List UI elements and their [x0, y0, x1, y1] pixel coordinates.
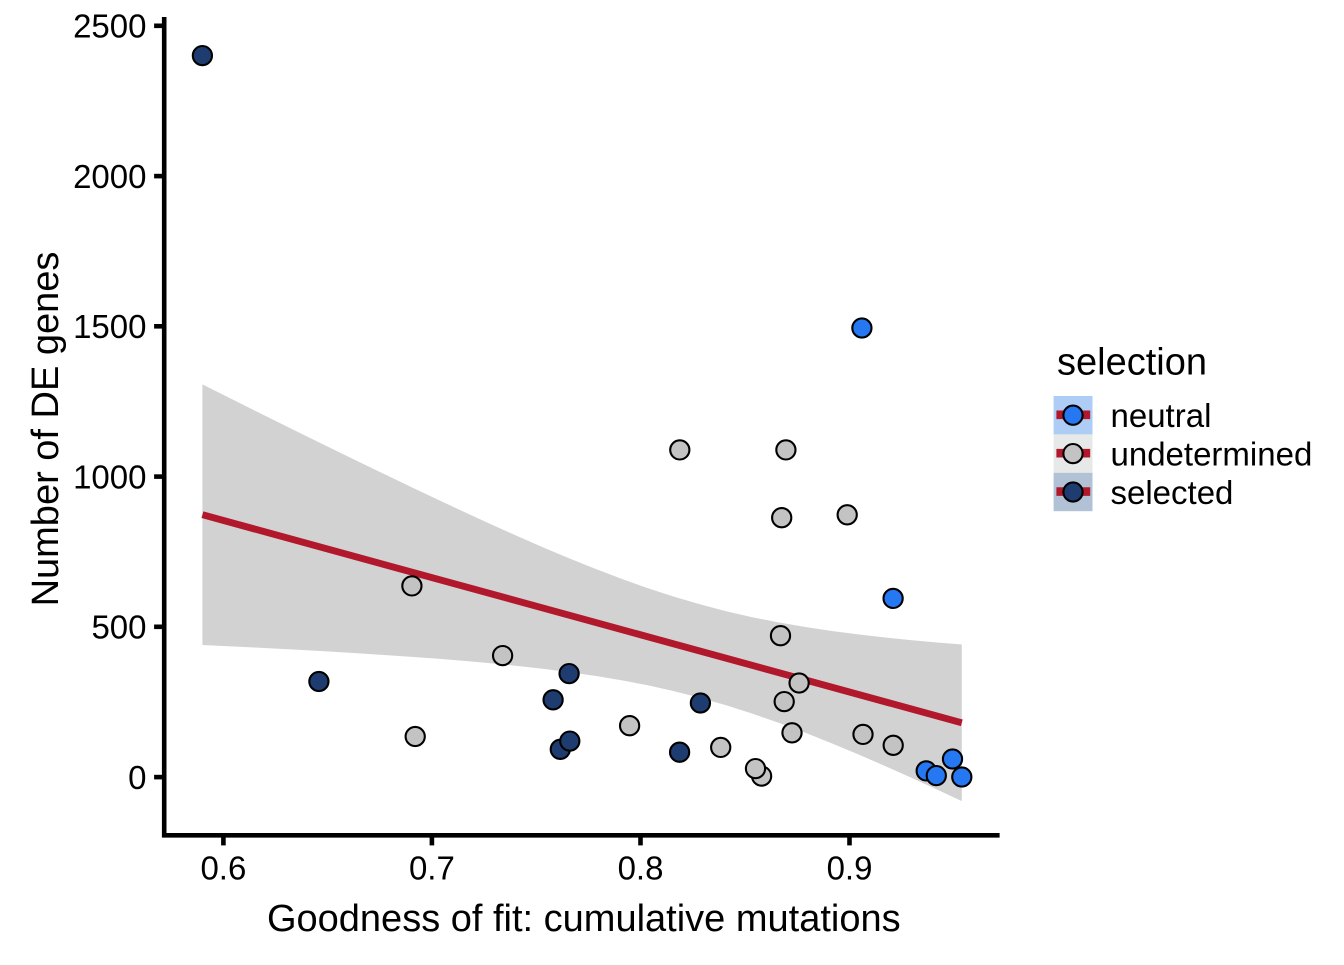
svg-text:0.6: 0.6 [200, 849, 246, 886]
svg-text:2500: 2500 [73, 8, 146, 45]
svg-text:1000: 1000 [73, 459, 146, 496]
svg-text:selected: selected [1111, 474, 1234, 511]
svg-text:0.8: 0.8 [618, 849, 664, 886]
svg-text:neutral: neutral [1111, 397, 1212, 434]
svg-text:0.9: 0.9 [827, 849, 873, 886]
svg-text:1500: 1500 [73, 308, 146, 345]
svg-text:0: 0 [128, 759, 146, 796]
svg-text:selection: selection [1057, 341, 1207, 383]
svg-text:undetermined: undetermined [1111, 436, 1313, 473]
svg-text:0.7: 0.7 [409, 849, 455, 886]
svg-text:500: 500 [91, 609, 146, 646]
svg-text:Number of DE genes: Number of DE genes [25, 252, 67, 607]
svg-text:Goodness of fit: cumulative mu: Goodness of fit: cumulative mutations [267, 898, 901, 940]
svg-text:2000: 2000 [73, 158, 146, 195]
